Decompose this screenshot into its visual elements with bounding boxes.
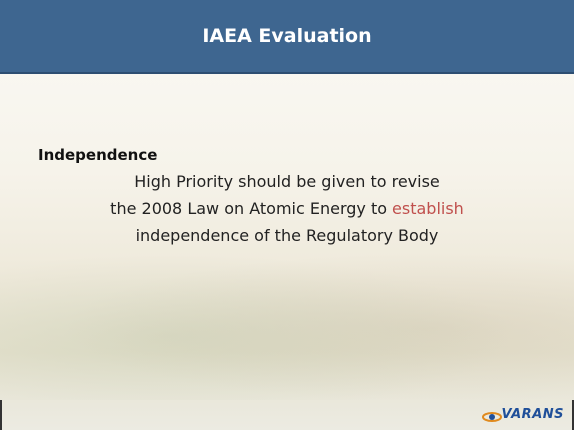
title-bar xyxy=(0,0,574,74)
logo-icon xyxy=(482,412,502,422)
frame xyxy=(0,400,2,430)
section-heading: Independence xyxy=(38,146,158,164)
body-text: the 2008 Law on Atomic Energy to xyxy=(110,199,388,218)
body-line: the 2008 Law on Atomic Energy to establis… xyxy=(0,199,574,218)
body-line: High Priority should be given to revise xyxy=(0,172,574,191)
body-text: independence of the Regulatory Body xyxy=(135,226,439,245)
background-image xyxy=(0,240,574,400)
body-text: High Priority should be given to revise xyxy=(134,172,440,191)
highlight-text: establish xyxy=(392,199,464,218)
body-line: independence of the Regulatory Body xyxy=(0,226,574,245)
logo: VARANS xyxy=(501,407,564,422)
frame xyxy=(572,400,574,430)
slide-title: IAEA Evaluation xyxy=(202,25,372,47)
